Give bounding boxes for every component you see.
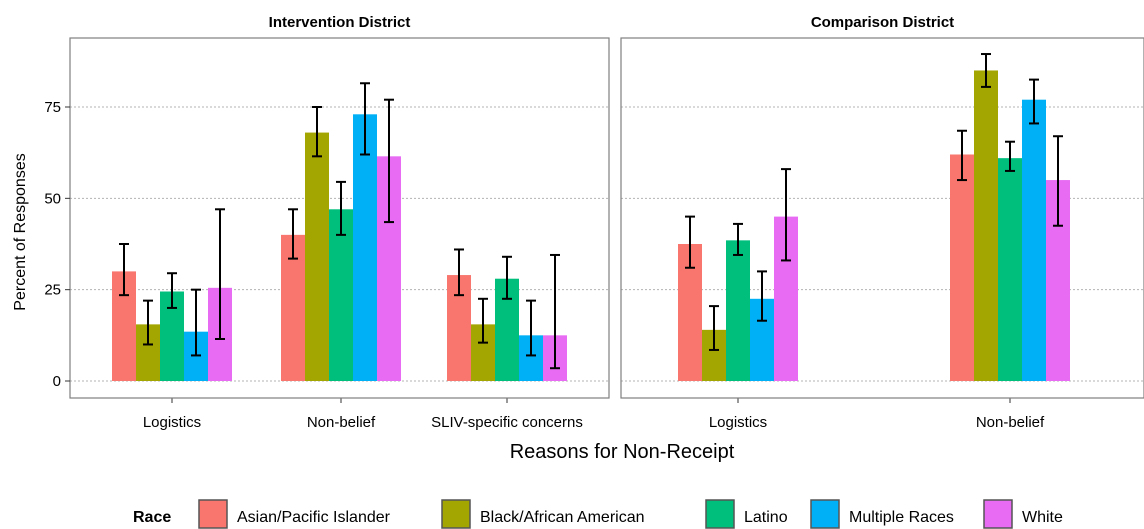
y-tick-label: 75 [44,99,61,116]
y-tick-label: 25 [44,282,61,299]
panel-title: Comparison District [811,14,954,31]
panel-2: Comparison District Logistics Non-belief [620,14,1144,431]
x-tick-label: Non-belief [976,414,1045,431]
y-axis-title: Percent of Responses [12,153,29,310]
bar [305,132,329,381]
legend-label: Black/African American [480,509,645,526]
legend: Race Asian/Pacific Islander Black/African … [133,499,1063,529]
y-tick-label: 50 [44,190,61,207]
bar [353,114,377,381]
x-axis-title: Reasons for Non-Receipt [510,441,735,463]
legend-key [705,499,735,529]
panel-border [69,37,610,399]
x-tick-label: Logistics [709,414,767,431]
legend-key [983,499,1013,529]
legend-label: Asian/Pacific Islander [237,509,391,526]
bar [329,209,353,381]
legend-title: Race [133,509,171,526]
legend-label: Latino [744,509,788,526]
panel-1: Intervention District Logistics Non-belief… [44,14,610,431]
legend-label: White [1022,509,1063,526]
legend-key [810,499,840,529]
x-tick-label: SLIV-specific concerns [431,414,583,431]
bar [950,154,974,381]
legend-label: Multiple Races [849,509,954,526]
chart-panels: Intervention District Logistics Non-belief… [44,14,1144,431]
bar [998,158,1022,381]
panel-border [620,37,1144,399]
panel-title: Intervention District [269,14,411,31]
x-tick-label: Logistics [143,414,201,431]
x-tick-label: Non-belief [307,414,376,431]
bar [1022,99,1046,382]
legend-key [198,499,228,529]
legend-key [441,499,471,529]
bar [726,240,750,381]
bar [974,70,998,381]
y-tick-label: 0 [53,373,61,390]
